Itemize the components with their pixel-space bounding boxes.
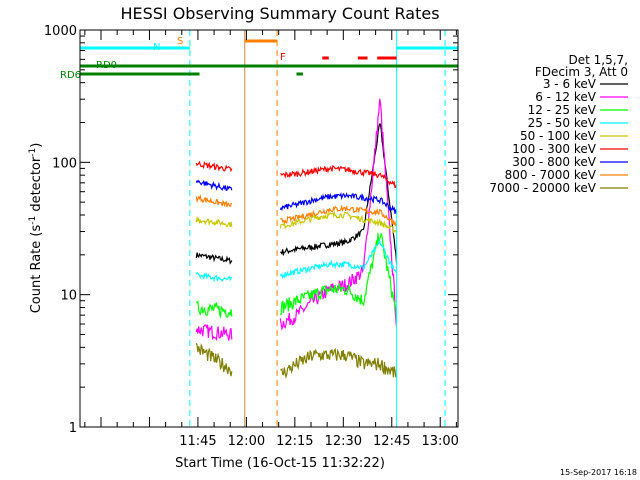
series-group — [195, 98, 398, 379]
legend-entry: 800 - 7000 keV — [505, 168, 597, 182]
series-line — [279, 210, 398, 234]
series-line — [195, 252, 233, 265]
series-line — [195, 300, 233, 319]
chart-title: HESSI Observing Summary Count Rates — [120, 4, 439, 23]
y-label-part: Count Rate (s — [29, 225, 44, 314]
y-tick-label: 100 — [52, 156, 77, 171]
series-800-7000keV — [195, 193, 398, 228]
series-100-300keV — [195, 160, 398, 188]
series-line — [280, 204, 398, 228]
y-label-superscript: -1 — [28, 148, 38, 157]
x-tick-label: 11:45 — [179, 434, 216, 449]
series-line — [195, 179, 233, 191]
footer-date: 15-Sep-2017 16:18 — [560, 468, 637, 477]
series-line — [280, 123, 398, 264]
y-label-part: detector — [29, 156, 44, 216]
plot-frame — [79, 29, 459, 428]
series-line — [195, 324, 233, 342]
series-line — [195, 160, 233, 173]
series-25-50keV — [195, 237, 398, 283]
y-tick-label: 1000 — [44, 24, 77, 39]
series-line — [279, 237, 398, 280]
y-tick-label: 10 — [60, 289, 77, 304]
x-axis-label: Start Time (16-Oct-15 11:32:22) — [175, 456, 385, 471]
series-line — [279, 191, 398, 214]
series-line — [195, 193, 233, 208]
series-line — [280, 165, 398, 188]
y-label-part: ) — [29, 143, 44, 148]
series-line — [195, 215, 233, 228]
y-axis-label: Count Rate (s-1 detector-1) — [28, 143, 44, 314]
legend-entry: 50 - 100 keV — [520, 129, 597, 143]
series-line — [195, 342, 233, 377]
series-7000-20000keV — [195, 342, 398, 379]
series-line — [279, 233, 398, 322]
legend-entry: 12 - 25 keV — [528, 103, 597, 117]
series-line — [279, 98, 398, 331]
status-label: N — [153, 42, 160, 53]
status-label: S — [177, 36, 183, 47]
series-12-25keV — [195, 233, 398, 322]
x-axis: 11:45 12:00 12:15 12:30 12:45 13:00 — [84, 30, 459, 449]
x-tick-label: 12:30 — [325, 434, 362, 449]
x-tick-label: 13:00 — [421, 434, 458, 449]
series-6-12keV — [195, 98, 398, 342]
x-tick-label: 12:15 — [276, 434, 313, 449]
y-axis: 1 10 100 1000 — [44, 24, 458, 436]
legend-entry: 300 - 800 keV — [512, 155, 596, 169]
x-tick-label: 12:45 — [373, 434, 410, 449]
status-bars: N S F RD0 RD6 — [60, 36, 458, 81]
y-label-superscript: -1 — [28, 216, 38, 225]
legend-entry: 25 - 50 keV — [528, 116, 597, 130]
legend-entry: 3 - 6 keV — [543, 77, 597, 91]
y-tick-label: 1 — [69, 421, 77, 436]
legend-header: FDecim 3, Att 0 — [535, 65, 628, 79]
status-label: RD0 — [96, 60, 117, 71]
series-50-100keV — [195, 210, 398, 234]
series-line — [280, 347, 398, 379]
legend-entry: 100 - 300 keV — [512, 142, 596, 156]
series-300-800keV — [195, 179, 398, 214]
legend-entry: 6 - 12 keV — [535, 90, 597, 104]
x-tick-label: 12:00 — [228, 434, 265, 449]
series-line — [195, 271, 233, 283]
series-3-6keV — [195, 123, 398, 265]
legend-header: Det 1,5,7, — [569, 53, 629, 67]
status-label: F — [280, 52, 286, 63]
legend-entry: 7000 - 20000 keV — [489, 181, 596, 195]
status-label: RD6 — [60, 70, 81, 81]
